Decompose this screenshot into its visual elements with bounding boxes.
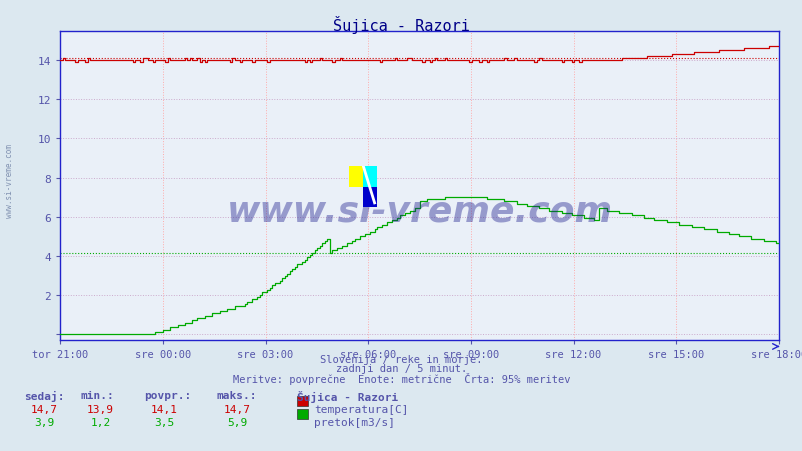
- Text: www.si-vreme.com: www.si-vreme.com: [5, 143, 14, 217]
- Text: 3,5: 3,5: [154, 417, 175, 427]
- Text: 14,1: 14,1: [151, 404, 178, 414]
- Text: 3,9: 3,9: [34, 417, 55, 427]
- Text: povpr.:: povpr.:: [144, 390, 192, 400]
- Text: 5,9: 5,9: [226, 417, 247, 427]
- Polygon shape: [363, 167, 377, 187]
- Text: Šujica - Razori: Šujica - Razori: [333, 16, 469, 34]
- Text: temperatura[C]: temperatura[C]: [314, 404, 408, 414]
- Bar: [349, 167, 363, 187]
- Text: 14,7: 14,7: [223, 404, 250, 414]
- Text: Meritve: povprečne  Enote: metrične  Črta: 95% meritev: Meritve: povprečne Enote: metrične Črta:…: [233, 372, 569, 384]
- Bar: [363, 187, 377, 207]
- Text: min.:: min.:: [80, 390, 114, 400]
- Text: 1,2: 1,2: [90, 417, 111, 427]
- Text: 14,7: 14,7: [30, 404, 58, 414]
- Text: www.si-vreme.com: www.si-vreme.com: [226, 194, 612, 228]
- Text: Slovenija / reke in morje.: Slovenija / reke in morje.: [320, 354, 482, 364]
- Text: 13,9: 13,9: [87, 404, 114, 414]
- Text: zadnji dan / 5 minut.: zadnji dan / 5 minut.: [335, 363, 467, 373]
- Text: maks.:: maks.:: [217, 390, 257, 400]
- Text: pretok[m3/s]: pretok[m3/s]: [314, 417, 395, 427]
- Text: Šujica - Razori: Šujica - Razori: [297, 390, 398, 402]
- Text: sedaj:: sedaj:: [24, 390, 64, 401]
